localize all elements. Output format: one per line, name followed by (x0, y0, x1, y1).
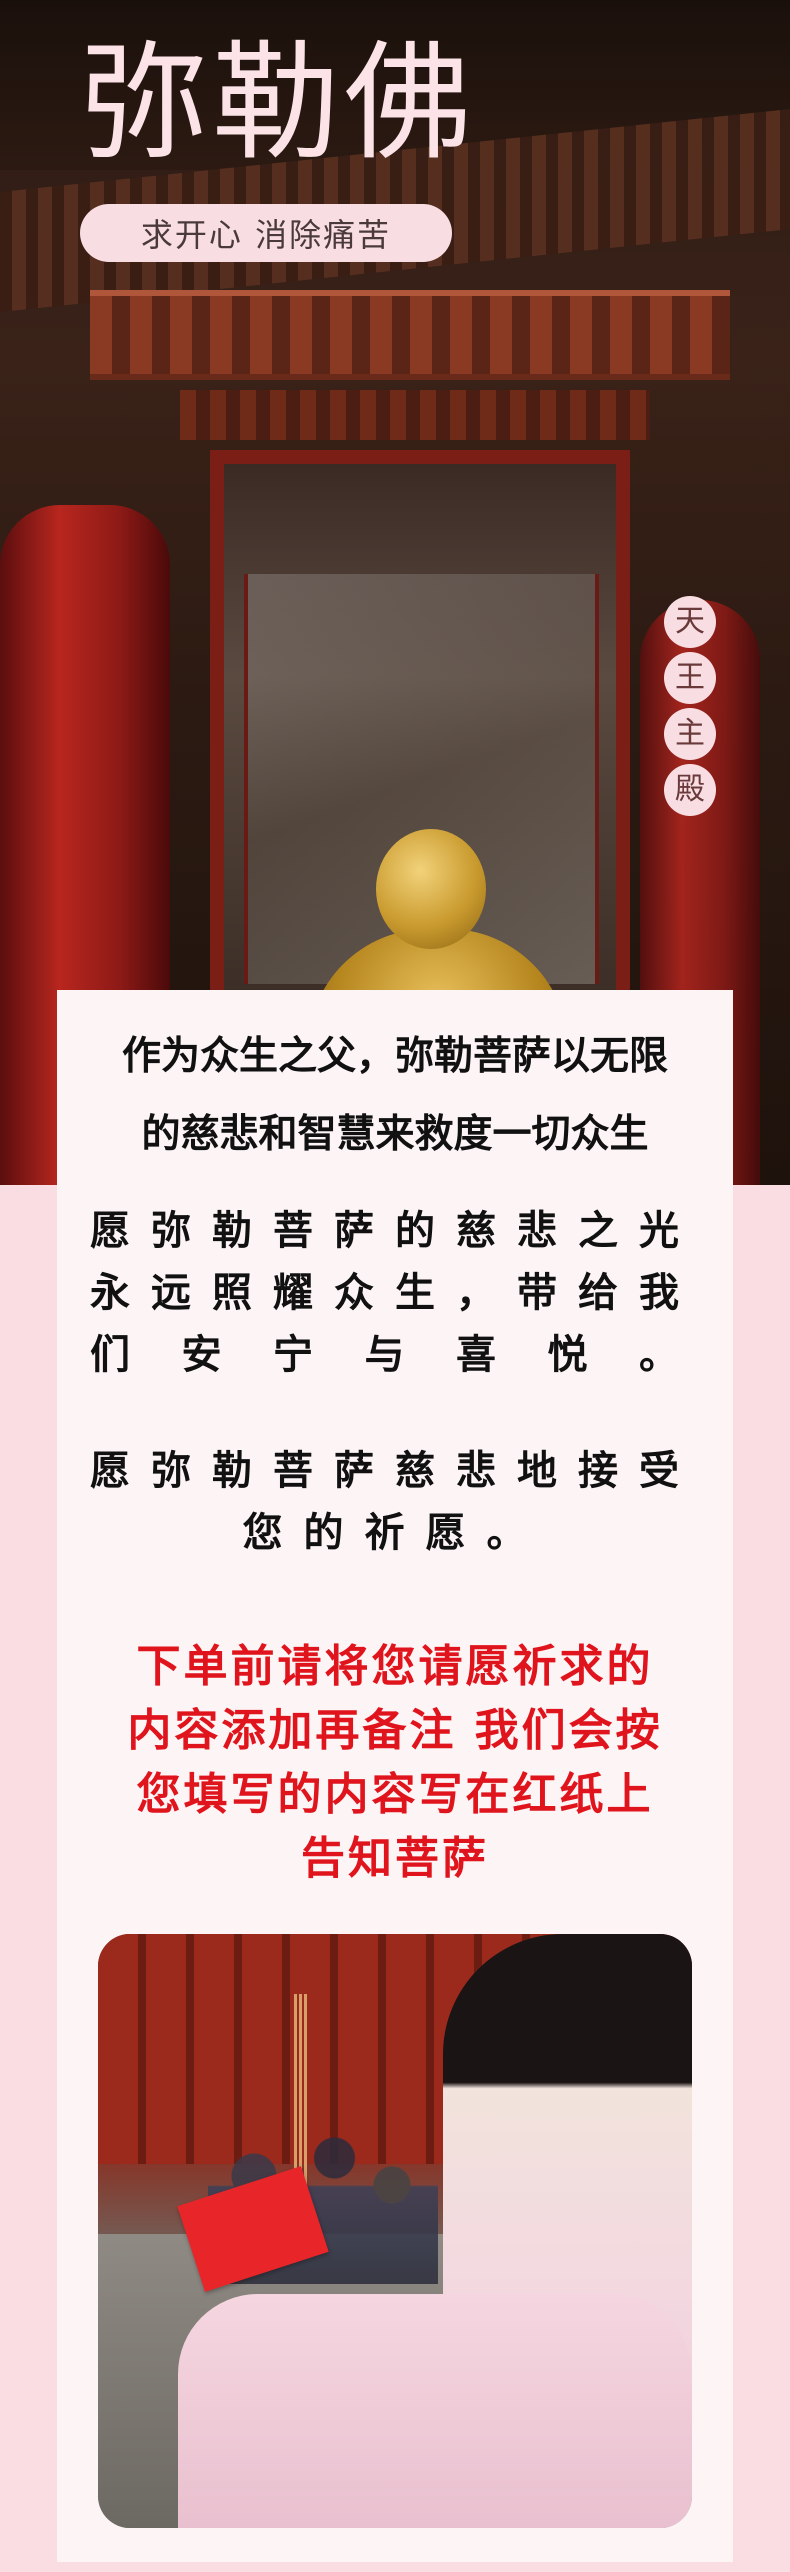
notice-line: 内容添加再备注 我们会按 (127, 1705, 663, 1756)
carved-beam-lower (180, 390, 650, 440)
order-notice: 下单前请将您请愿祈求的 内容添加再备注 我们会按 您填写的内容写在红纸上 告知菩… (70, 1635, 720, 1891)
hall-tag-char: 主 (664, 708, 716, 760)
subtitle-text: 求开心 消除痛苦 (140, 216, 392, 254)
hall-tag-char: 王 (664, 652, 716, 704)
lead-line: 的慈悲和智慧来救度一切众生 (141, 1112, 649, 1157)
golden-buddha-head (376, 829, 486, 949)
notice-line: 告知菩萨 (301, 1833, 489, 1884)
notice-line: 下单前请将您请愿祈求的 (136, 1641, 654, 1692)
carved-beam (90, 290, 730, 380)
lead-line: 作为众生之父，弥勒菩萨以无限 (121, 1034, 668, 1079)
hall-tag-char: 天 (664, 596, 716, 648)
pink-sweater (178, 2294, 692, 2528)
shrine-glass (244, 574, 599, 1119)
glass-shrine (210, 450, 630, 1119)
notice-line: 您填写的内容写在红纸上 (136, 1769, 654, 1820)
prayer-photo (98, 1934, 692, 2528)
prayer-paragraph: 愿弥勒菩萨慈悲地接受您的祈愿。 (90, 1448, 700, 1556)
page-title: 弥勒佛 (80, 29, 477, 178)
hall-name-tag: 天 王 主 殿 (664, 596, 720, 816)
lead-statement: 作为众生之父，弥勒菩萨以无限 的慈悲和智慧来救度一切众生 (0, 1018, 790, 1174)
blessing-paragraph: 愿弥勒菩萨的慈悲之光永远照耀众生，带给我们安宁与喜悦。 (90, 1208, 700, 1378)
hall-tag-char: 殿 (664, 764, 716, 816)
subtitle-badge: 求开心 消除痛苦 (80, 204, 452, 262)
